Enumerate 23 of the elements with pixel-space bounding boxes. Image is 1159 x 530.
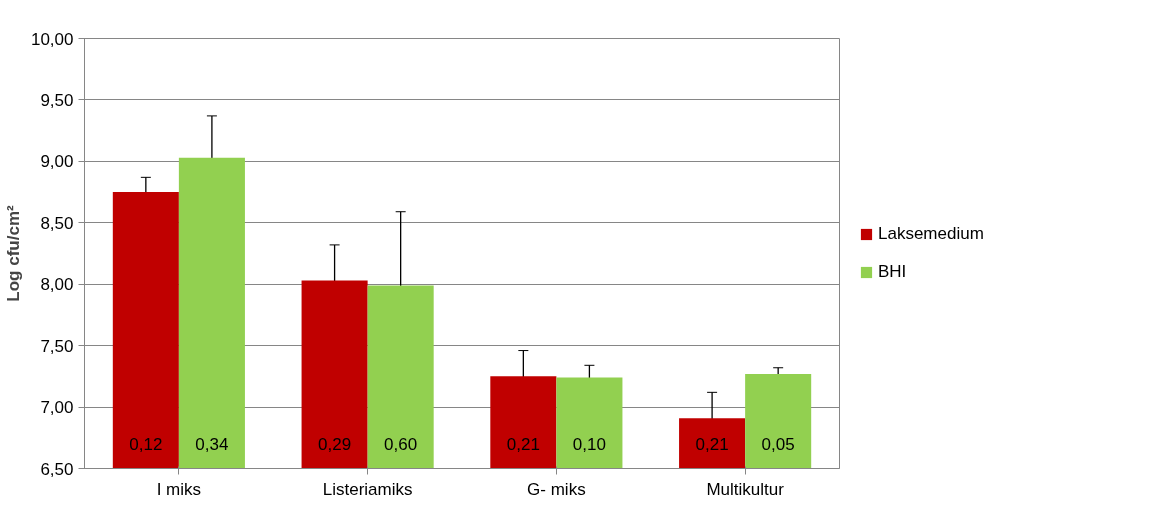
y-tick-label: 9,00 — [40, 152, 74, 172]
y-tick-label: 9,50 — [40, 90, 74, 110]
y-tick-label: 8,50 — [40, 213, 74, 233]
annotation: 0,60 — [384, 434, 418, 454]
y-tick-label: 7,50 — [40, 336, 74, 356]
annotation: 0,21 — [695, 434, 729, 454]
x-tick-label: Multikultur — [706, 479, 785, 499]
y-axis-title: Log cfu/cm² — [3, 205, 23, 302]
annotation: 0,21 — [506, 434, 540, 454]
annotation: 0,29 — [318, 434, 352, 454]
y-tick-label: 8,00 — [40, 275, 74, 295]
x-tick-label: G- miks — [527, 479, 586, 499]
annotation: 0,10 — [572, 434, 606, 454]
y-tick-label: 6,50 — [40, 459, 74, 479]
annotation: 0,34 — [195, 434, 229, 454]
x-tick-label: Listeriamiks — [322, 479, 413, 499]
x-tick-label: I miks — [156, 479, 202, 499]
y-tick-label: 10,00 — [30, 29, 74, 49]
annotation: 0,12 — [129, 434, 163, 454]
annotation: 0,05 — [761, 434, 795, 454]
legend-label: Laksemedium — [878, 224, 984, 244]
legend-label: BHI — [878, 262, 907, 282]
y-tick-label: 7,00 — [40, 398, 74, 418]
